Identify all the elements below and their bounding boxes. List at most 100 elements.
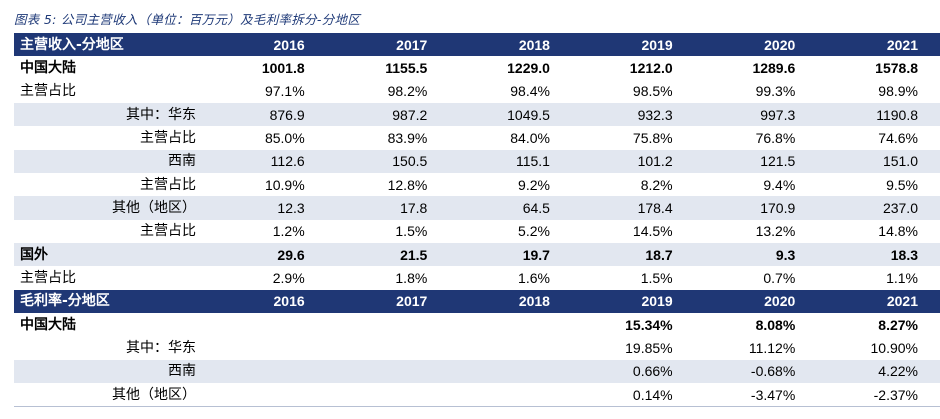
row-label: 其他（地区） — [14, 196, 204, 220]
table-cell: 29.6 — [204, 243, 327, 267]
table-cell: 1.1% — [886, 270, 918, 287]
table-cell: 9.4% — [763, 176, 796, 193]
year-header: 2018 — [449, 33, 572, 57]
year-header: 2016 — [204, 289, 327, 314]
table-cell — [449, 359, 572, 384]
table-cell — [204, 383, 327, 408]
year-header: 2019 — [571, 33, 695, 57]
table-cell — [449, 313, 572, 336]
row-label: 其中：华东 — [14, 103, 204, 127]
year-header: 2018 — [449, 289, 572, 314]
table-cell — [449, 383, 572, 408]
year-header: 2019 — [571, 289, 695, 314]
table-row: 其他（地区） 12.3 17.8 64.5 178.4 170.9 237.0 — [14, 196, 940, 220]
row-label: 主营占比 — [140, 223, 196, 240]
table-cell: 98.9% — [878, 83, 918, 100]
table-cell: -0.68% — [694, 359, 818, 384]
table-cell: 5.2% — [518, 223, 550, 240]
year-header: 2017 — [326, 289, 450, 314]
table-cell: 0.66% — [571, 359, 695, 384]
table-cell: -2.37% — [817, 383, 940, 408]
table-cell: 4.22% — [817, 359, 940, 384]
table-cell: 8.2% — [640, 176, 673, 193]
table-cell: 15.34% — [625, 316, 673, 333]
table-cell: 1.2% — [272, 223, 305, 240]
table-cell: 64.5 — [449, 196, 572, 220]
row-label: 其中：华东 — [126, 340, 196, 357]
table-cell: 1.6% — [518, 270, 550, 287]
table-cell: -3.47% — [694, 383, 818, 408]
row-label: 其他（地区） — [14, 383, 204, 408]
table-row: 西南 0.66% -0.68% 4.22% — [14, 359, 940, 384]
row-label: 西南 — [14, 359, 204, 384]
table-cell: 1.5% — [640, 270, 673, 287]
table-cell: 1.8% — [395, 270, 428, 287]
table-cell: 84.0% — [510, 130, 550, 147]
table-cell: 1190.8 — [817, 103, 940, 127]
table-cell: 11.12% — [748, 340, 796, 357]
table-cell: 997.3 — [694, 103, 818, 127]
table-cell: 1049.5 — [449, 103, 572, 127]
margin-header-row: 毛利率-分地区 2016 2017 2018 2019 2020 2021 — [14, 289, 940, 314]
table-cell: 1578.8 — [875, 60, 918, 77]
row-label: 主营占比 — [20, 83, 76, 100]
row-label: 主营占比 — [140, 176, 196, 193]
table-cell: 21.5 — [326, 243, 450, 267]
table-cell: 112.6 — [204, 149, 327, 174]
table-row: 主营占比 97.1% 98.2% 98.4% 98.5% 99.3% 98.9% — [14, 80, 940, 103]
year-header: 2017 — [326, 33, 450, 57]
header-label: 毛利率-分地区 — [14, 289, 204, 314]
revenue-header-row: 主营收入-分地区 2016 2017 2018 2019 2020 2021 — [14, 33, 940, 57]
table-cell: 97.1% — [264, 83, 305, 100]
table-cell: 17.8 — [326, 196, 450, 220]
table-cell: 75.8% — [632, 130, 673, 147]
table-cell: 101.2 — [571, 149, 695, 174]
region-revenue-margin-table: 主营收入-分地区 2016 2017 2018 2019 2020 2021 中国大陆 1001… — [14, 33, 940, 408]
year-header: 2020 — [694, 33, 818, 57]
table-cell: 99.3% — [755, 83, 796, 100]
table-row: 主营占比 1.2% 1.5% 5.2% 14.5% 13.2% 14.8% — [14, 220, 940, 243]
table-cell: 19.85% — [625, 340, 673, 357]
year-header: 2021 — [817, 33, 940, 57]
table-cell: 19.7 — [449, 243, 572, 267]
table-cell: 932.3 — [571, 103, 695, 127]
table-row: 主营占比 10.9% 12.8% 9.2% 8.2% 9.4% 9.5% — [14, 173, 940, 196]
table-cell: 115.1 — [449, 149, 572, 174]
row-label: 中国大陆 — [20, 316, 76, 333]
table-cell: 237.0 — [817, 196, 940, 220]
table-cell: 10.90% — [870, 340, 918, 357]
table-cell: 1.5% — [395, 223, 428, 240]
table-row: 主营占比 2.9% 1.8% 1.6% 1.5% 0.7% 1.1% — [14, 266, 940, 289]
table-cell: 98.5% — [632, 83, 673, 100]
table-cell: 12.3 — [204, 196, 327, 220]
table-cell: 1155.5 — [385, 60, 428, 77]
table-cell: 74.6% — [878, 130, 918, 147]
table-cell: 121.5 — [694, 149, 818, 174]
table-cell: 12.8% — [387, 176, 428, 193]
table-cell — [327, 313, 450, 336]
table-row: 中国大陆 1001.8 1155.5 1229.0 1212.0 1289.6 1578.8 — [14, 56, 940, 79]
table-cell: 178.4 — [571, 196, 695, 220]
table-row: 中国大陆 15.34% 8.08% 8.27% — [14, 313, 940, 336]
header-label: 主营收入-分地区 — [14, 33, 204, 57]
table-cell — [326, 383, 450, 408]
year-header: 2016 — [204, 33, 327, 57]
table-cell — [326, 359, 450, 384]
row-label: 主营占比 — [20, 270, 76, 287]
table-cell: 98.4% — [510, 83, 550, 100]
table-row: 西南 112.6 150.5 115.1 101.2 121.5 151.0 — [14, 149, 940, 174]
table-cell: 0.14% — [571, 383, 695, 408]
table-cell — [204, 313, 327, 336]
table-cell: 2.9% — [272, 270, 305, 287]
table-cell: 1001.8 — [261, 60, 305, 77]
table-cell: 10.9% — [264, 176, 305, 193]
table-row: 国外 29.6 21.5 19.7 18.7 9.3 18.3 — [14, 243, 940, 267]
row-label: 西南 — [14, 149, 204, 174]
table-row: 其他（地区） 0.14% -3.47% -2.37% — [14, 383, 940, 408]
table-cell: 8.08% — [755, 316, 796, 333]
table-cell — [327, 336, 450, 359]
table-cell: 98.2% — [387, 83, 428, 100]
table-cell: 987.2 — [326, 103, 450, 127]
table-cell: 9.2% — [518, 176, 550, 193]
table-cell — [449, 336, 572, 359]
